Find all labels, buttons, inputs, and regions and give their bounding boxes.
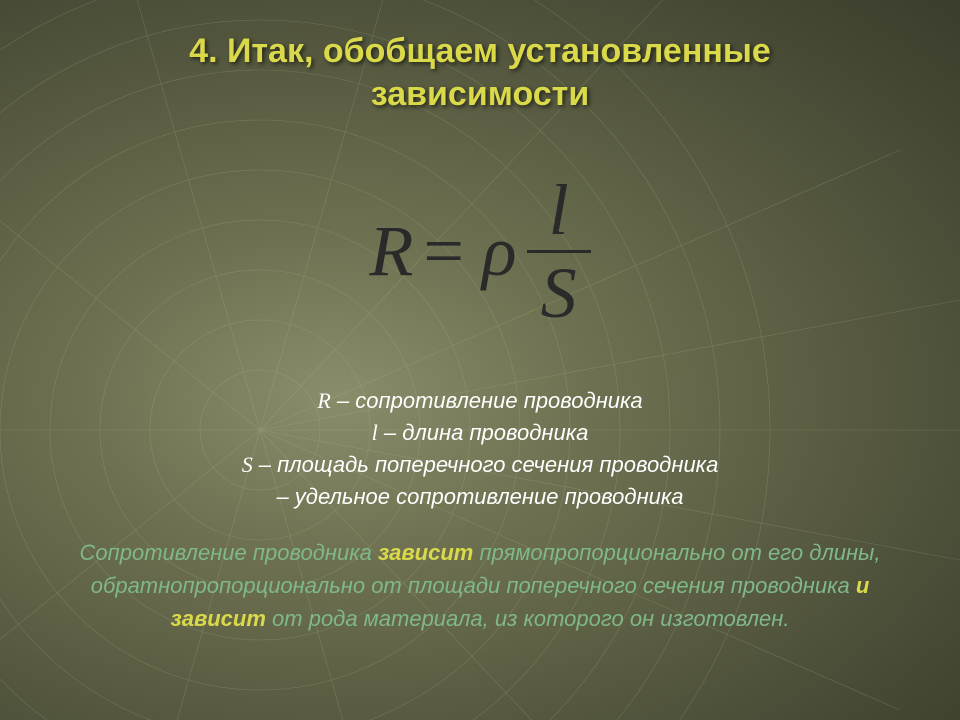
definition-text: – сопротивление проводника [331,388,643,413]
conclusion-highlight: зависит [378,540,480,565]
definition-text: – длина проводника [378,420,589,445]
formula-equals: = [423,210,464,293]
definition-line: S – площадь поперечного сечения проводни… [50,452,910,478]
slide-content: 4. Итак, обобщаем установленные зависимо… [0,0,960,720]
formula-fraction: l S [527,170,591,333]
definitions-block: R – сопротивление проводника l – длина пр… [50,388,910,510]
conclusion-span: Сопротивление проводника [80,540,378,565]
definition-line: – удельное сопротивление проводника [50,484,910,510]
definition-text: – площадь поперечного сечения проводника [253,452,719,477]
definition-symbol: R [317,388,330,413]
conclusion-span: от рода материала, из которого он изгото… [266,606,790,631]
slide-title: 4. Итак, обобщаем установленные зависимо… [50,30,910,115]
definition-text: – удельное сопротивление проводника [276,484,683,509]
definition-line: l – длина проводника [50,420,910,446]
formula-rho: ρ [482,210,517,293]
formula-R: R [369,210,413,293]
formula-numerator: l [535,170,583,250]
definition-symbol: S [242,452,253,477]
conclusion-text: Сопротивление проводника зависит прямопр… [50,536,910,635]
title-line-2: зависимости [371,75,589,113]
formula-block: R = ρ l S [50,170,910,333]
formula-denominator: S [527,253,591,333]
title-line-1: 4. Итак, обобщаем установленные [189,32,771,70]
definition-line: R – сопротивление проводника [50,388,910,414]
